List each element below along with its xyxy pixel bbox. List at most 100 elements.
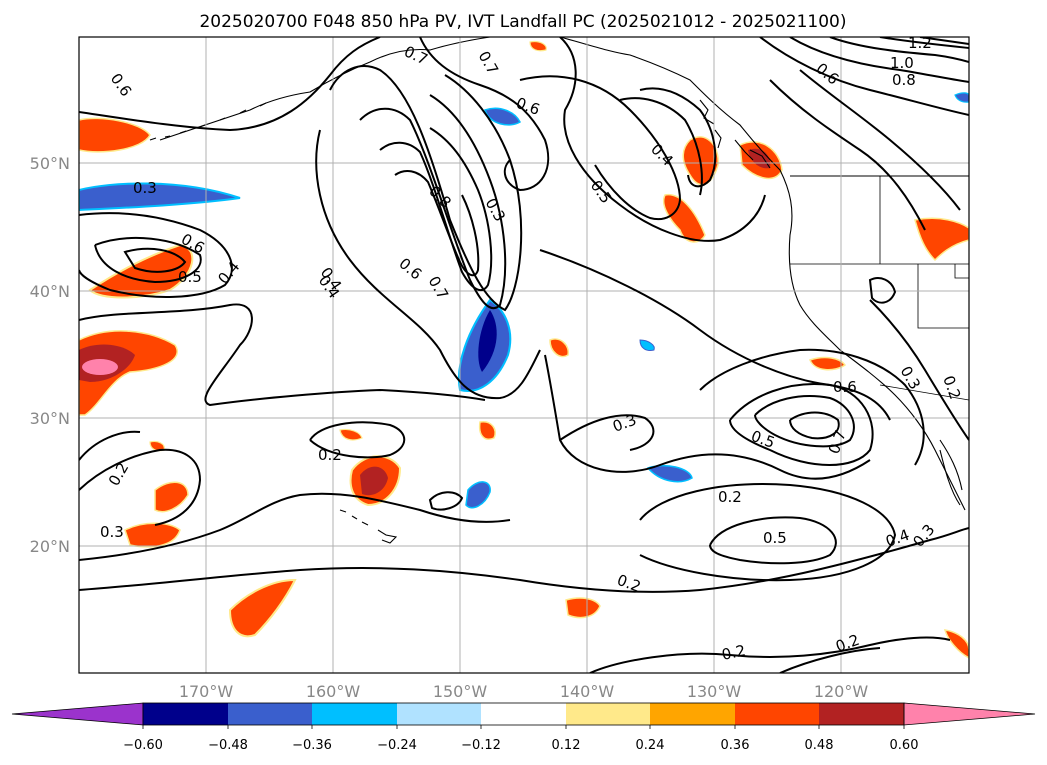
shade-max-sw [82, 359, 118, 375]
contour-trough2 [359, 94, 507, 310]
contour-bottom1 [589, 636, 951, 673]
contour-mid-east1 [519, 75, 682, 220]
shade-positive-ne3 [663, 194, 706, 243]
contour-eastern-low2 [754, 395, 855, 448]
colorbar-extend-max [903, 702, 1036, 726]
contour-coast-south [869, 299, 969, 441]
contour-southwest1 [79, 448, 202, 526]
colorbar-segment [566, 703, 650, 725]
colorbar: −0.60 −0.48 −0.36 −0.24 −0.12 0.12 0.24 … [11, 702, 1036, 753]
shade-positive-s4 [565, 597, 601, 619]
contour-ne-top2 [789, 37, 969, 83]
colorbar-tick-label: 0.48 [805, 738, 834, 753]
contour-bottom2 [779, 647, 881, 673]
contour-nw-ridge [79, 37, 381, 132]
lat-label: 50°N [30, 154, 70, 173]
contour-label: 0.2 [720, 641, 747, 664]
contour-label: 0.6 [833, 378, 857, 396]
contour-label: 1.0 [890, 54, 914, 72]
shade-positive-e [914, 217, 969, 262]
hawaiian-islands [339, 509, 398, 544]
colorbar-frame [142, 702, 905, 726]
map-title: 2025020700 F048 850 hPa PV, IVT Landfall… [199, 12, 846, 32]
lon-label: 140°W [560, 682, 615, 701]
baja-coast [939, 439, 963, 506]
shade-positive-s3 [124, 522, 181, 548]
contour-west-high1 [79, 212, 233, 298]
shade-positive-wc [88, 243, 194, 299]
coastlines [149, 37, 969, 544]
colorbar-segment [143, 703, 228, 725]
contour-west-high2 [94, 236, 202, 284]
shade-core-hi [360, 466, 388, 496]
lon-labels: 170°W 160°W 150°W 140°W 130°W 120°W [179, 682, 869, 701]
contour-mid-ridge [419, 37, 550, 192]
contour-trough1 [329, 65, 523, 312]
contour-label: 0.5 [763, 529, 787, 547]
contour-label: 1.2 [908, 34, 932, 52]
colorbar-ticks [142, 725, 905, 729]
contour-ne-coast2 [799, 69, 961, 211]
gridlines [79, 37, 969, 673]
colorbar-tick-label: −0.36 [292, 738, 332, 753]
colorbar-tick-label: −0.60 [123, 738, 163, 753]
colorbar-segment [819, 703, 904, 725]
colorbar-tick-label: −0.12 [461, 738, 501, 753]
colorbar-tick-labels: −0.60 −0.48 −0.36 −0.24 −0.12 0.12 0.24 … [123, 738, 918, 753]
pv-contours [79, 37, 969, 673]
aleutian-islands [149, 102, 267, 141]
shade-negative-ne [954, 92, 969, 103]
contour-southwest2 [79, 430, 141, 461]
contour-eastern-low1 [729, 383, 874, 466]
contour-label: 0.8 [892, 71, 916, 89]
colorbar-segment [481, 703, 566, 725]
colorbar-extend-min [11, 702, 144, 726]
lon-label: 160°W [306, 682, 361, 701]
contour-ne2 [619, 97, 703, 196]
contour-label: 0.2 [318, 446, 342, 464]
contour-west-high3 [123, 247, 187, 273]
lat-labels: 50°N 40°N 30°N 20°N [30, 154, 70, 556]
shade-positive-small2 [529, 40, 547, 52]
colorbar-tick-label: −0.24 [377, 738, 417, 753]
contour-label: 0.5 [178, 268, 202, 286]
shade-core-center [478, 310, 497, 372]
contour-ne-top4 [879, 37, 969, 49]
colorbar-tick-label: 0.36 [721, 738, 750, 753]
lon-label: 120°W [814, 682, 869, 701]
state-borders [790, 176, 969, 401]
map-frame [78, 36, 970, 674]
colorbar-tick-label: 0.60 [890, 738, 919, 753]
contour-south-low1 [709, 516, 837, 565]
shade-negative-w [79, 182, 241, 212]
contour-center-mid [559, 414, 655, 451]
colorbar-segment [650, 703, 735, 725]
contour-central-long [539, 249, 891, 421]
contour-south-center [428, 491, 464, 511]
shade-positive-c2 [549, 338, 569, 358]
contour-label: 0.3 [133, 179, 157, 197]
contour-small-east [868, 277, 897, 304]
shade-negative-small [639, 339, 655, 351]
shade-negative-c4 [646, 464, 693, 483]
shade-negative-c3 [465, 481, 491, 509]
colorbar-tick-label: 0.12 [552, 738, 581, 753]
contour-trough4 [394, 169, 480, 277]
contour-label: 0.3 [100, 523, 124, 541]
lon-label: 170°W [179, 682, 234, 701]
contour-ne1 [639, 87, 717, 188]
lat-label: 20°N [30, 537, 70, 556]
map-panel: 0.6 0.7 0.7 1.2 1.0 0.8 0.6 0.3 0.6 0.6 … [30, 34, 970, 701]
lon-label: 150°W [433, 682, 488, 701]
lon-label: 130°W [687, 682, 742, 701]
shade-negative-n [484, 107, 521, 126]
contour-ne-coast [769, 79, 926, 231]
shade-positive-c1 [478, 421, 496, 440]
shade-positive-ca [808, 356, 847, 371]
lat-label: 40°N [30, 282, 70, 301]
shade-positive-small1 [339, 428, 363, 441]
colorbar-tick-label: −0.48 [208, 738, 248, 753]
contour-south-low2 [639, 483, 897, 582]
colorbar-segment [735, 703, 819, 725]
